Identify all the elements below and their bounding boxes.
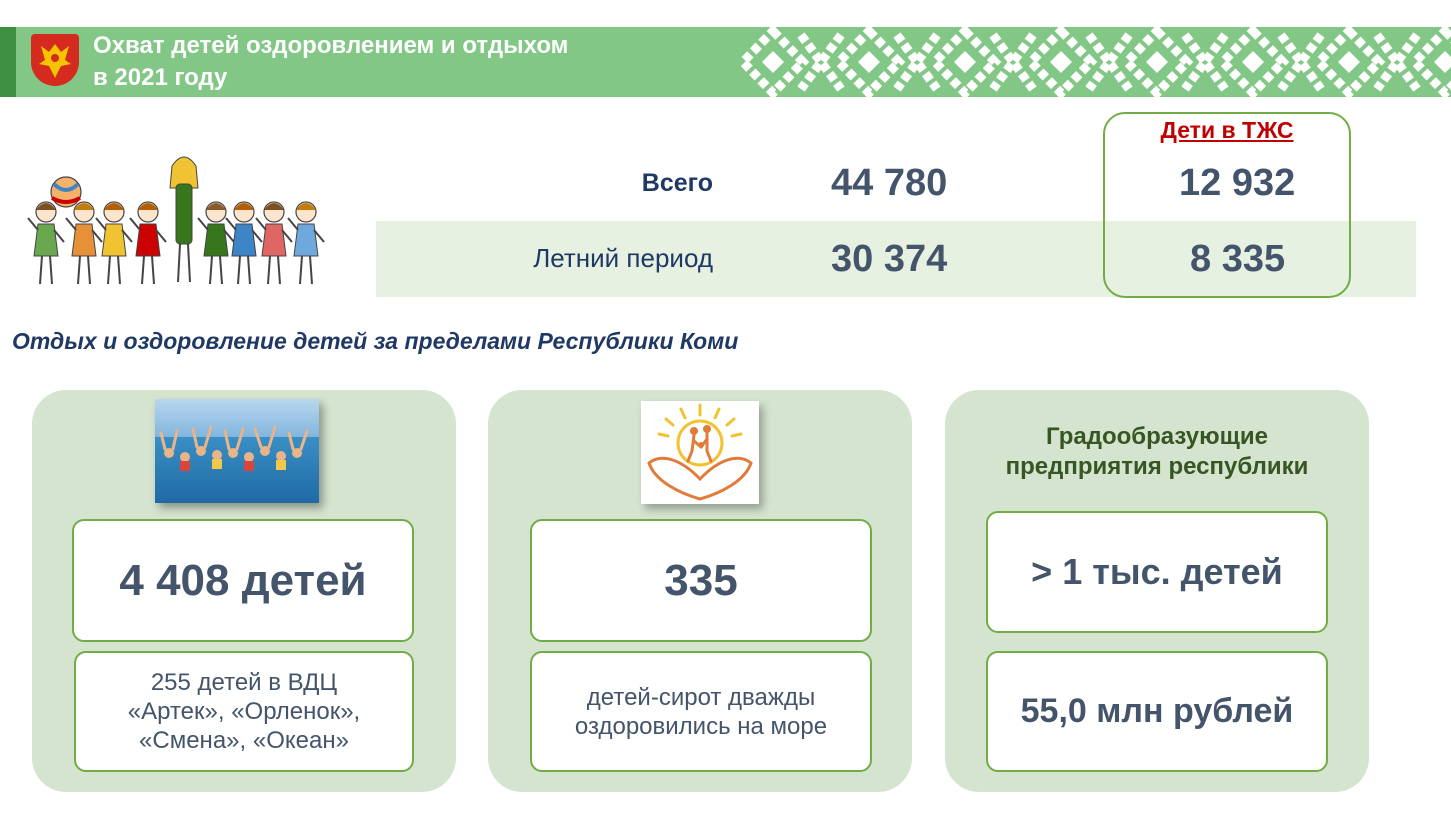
page-title: Охват детей оздоровлением и отдыхом в 20… — [93, 30, 568, 94]
komi-ornament — [725, 27, 1451, 97]
children-illustration — [26, 148, 332, 294]
sun-family-heart-logo — [641, 401, 759, 504]
page-title-line1: Охват детей оздоровлением и отдыхом — [93, 32, 569, 59]
vdc-detail-line1: 255 детей в ВДЦ — [150, 669, 338, 696]
komi-republic-emblem-icon — [31, 34, 79, 86]
header-band: Охват детей оздоровлением и отдыхом в 20… — [0, 27, 1451, 97]
summer-value: 30 374 — [831, 238, 948, 280]
vdc-children-count: 4 408 детей — [72, 519, 414, 642]
enterprises-title-line2: предприятия республики — [1005, 453, 1309, 480]
summer-tzs-value: 8 335 — [1190, 238, 1286, 280]
orphans-detail-line2: оздоровились на море — [574, 712, 828, 740]
total-value: 44 780 — [831, 162, 948, 204]
header-edge — [0, 27, 16, 97]
orphans-detail: детей-сирот дважды оздоровились на море — [530, 651, 872, 772]
orphans-detail-line1: детей-сирот дважды — [586, 683, 816, 711]
section-subtitle: Отдых и оздоровление детей за пределами … — [12, 328, 739, 354]
page-title-line2: в 2021 году — [93, 64, 228, 91]
vdc-detail: 255 детей в ВДЦ «Артек», «Орленок», «Сме… — [74, 651, 414, 772]
enterprises-funding: 55,0 млн рублей — [986, 651, 1328, 772]
vdc-detail-line3: «Смена», «Океан» — [139, 727, 349, 754]
total-tzs-value: 12 932 — [1179, 162, 1296, 204]
summer-label: Летний период — [533, 243, 713, 273]
children-in-sea-photo — [155, 399, 319, 503]
tzs-column-header: Дети в ТЖС — [1160, 117, 1294, 143]
orphans-count: 335 — [530, 519, 872, 642]
vdc-detail-line2: «Артек», «Орленок», — [127, 698, 361, 725]
enterprises-children-count: > 1 тыс. детей — [986, 511, 1328, 633]
enterprises-title-line1: Градообразующие — [1046, 423, 1268, 450]
summer-row-band — [376, 221, 1416, 297]
tzs-column-frame — [1103, 112, 1351, 298]
total-label: Всего — [641, 169, 713, 197]
enterprises-title: Градообразующие предприятия республики — [945, 422, 1369, 482]
